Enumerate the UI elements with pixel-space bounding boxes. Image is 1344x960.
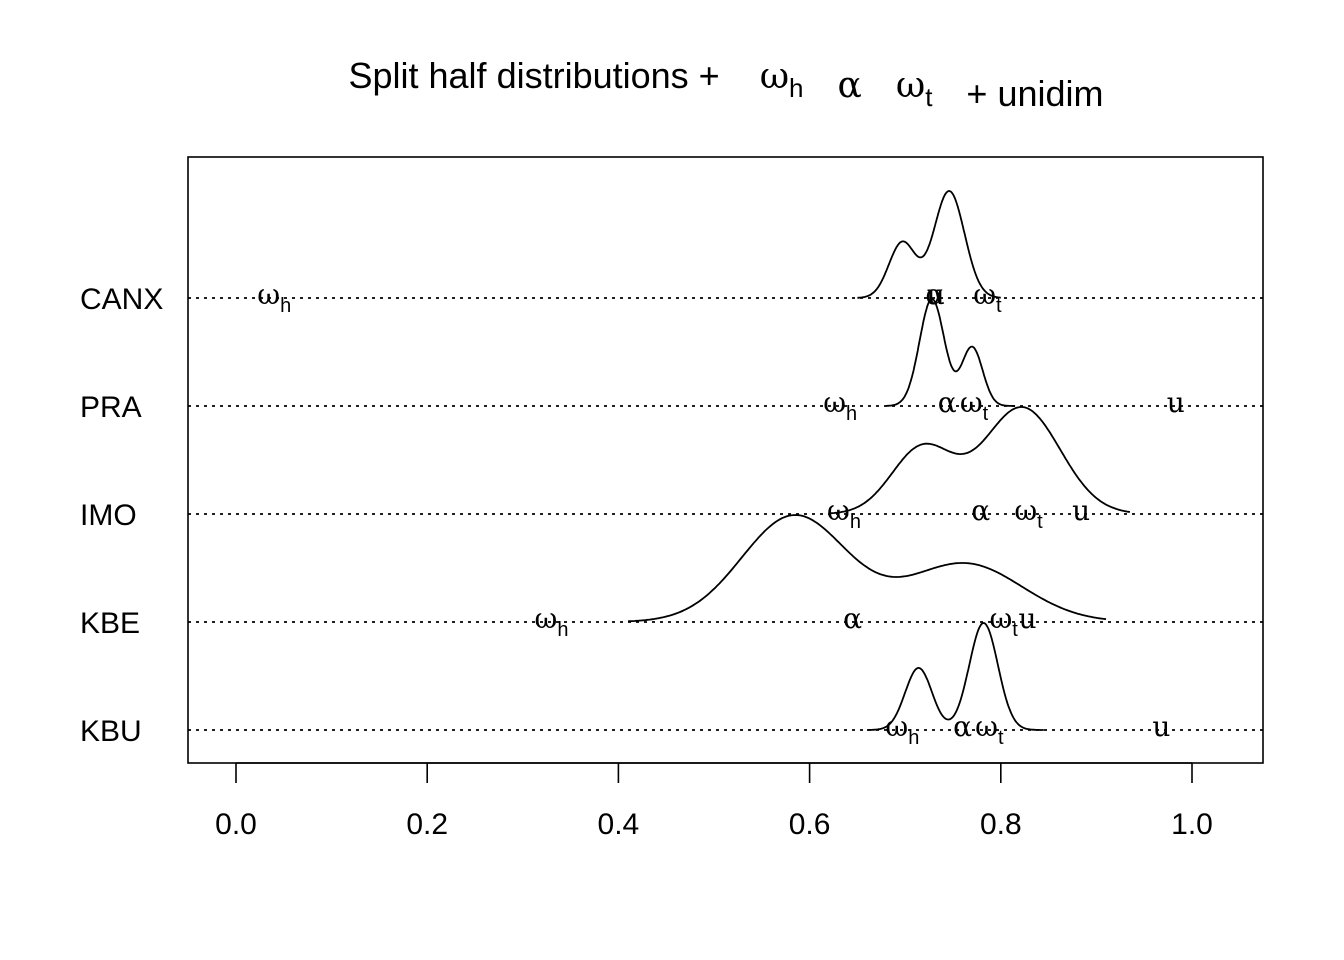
marker-alpha: α [925,278,944,311]
density-curve [886,298,1016,407]
row-label: KBE [80,607,140,640]
row-labels: CANX PRA IMO KBE KBU [80,283,163,748]
marker-unidim: u [927,278,945,311]
density-curve [867,622,1044,731]
row-label: PRA [80,391,142,424]
row-label: IMO [80,499,137,532]
density-curve [857,190,1001,299]
title-symbol: ω [760,56,789,97]
title-symbol-sub: t [925,82,933,112]
x-tick-label: 0.2 [406,808,448,841]
title-prefix: Split half distributions + [348,55,719,96]
marker-omega-t: ωt [989,602,1018,641]
x-tick-label: 1.0 [1171,808,1213,841]
marker-alpha: α [843,602,862,635]
marker-unidim: u [1072,494,1090,527]
marker-omega-h: ωh [257,278,291,317]
title-symbol: ω [896,65,925,106]
x-tick-label: 0.8 [980,808,1022,841]
marker-alpha: α [938,386,957,419]
x-tick-label: 0.4 [598,808,640,841]
marker-alpha: α [971,494,990,527]
title-symbol: α [838,65,862,106]
row-label: KBU [80,715,142,748]
marker-omega-t: ωt [973,278,1002,317]
x-axis: 0.0 0.2 0.4 0.6 0.8 1.0 [215,762,1213,841]
marker-alpha: α [953,710,972,743]
marker-omega-h: ωh [823,386,857,425]
marker-omega-h: ωh [885,710,919,749]
marker-unidim: u [1152,710,1170,743]
density-curve [828,406,1131,515]
x-tick-label: 0.0 [215,808,257,841]
title-suffix: + unidim [966,73,1103,114]
chart-title: Split half distributions + ωh α ωt + unidim [348,55,1103,114]
marker-omega-t: ωt [960,386,989,425]
marker-unidim: u [1019,602,1037,635]
row-label: CANX [80,283,163,316]
marker-omega-t: ωt [975,710,1004,749]
x-tick-label: 0.6 [789,808,831,841]
density-curves [627,190,1131,731]
marker-omega-t: ωt [1014,494,1043,533]
marker-unidim: u [1167,386,1185,419]
marker-omega-h: ωh [827,494,861,533]
density-curve [627,514,1107,623]
baselines [188,297,1263,731]
title-symbol-sub: h [789,73,803,103]
marker-omega-h: ωh [534,602,568,641]
